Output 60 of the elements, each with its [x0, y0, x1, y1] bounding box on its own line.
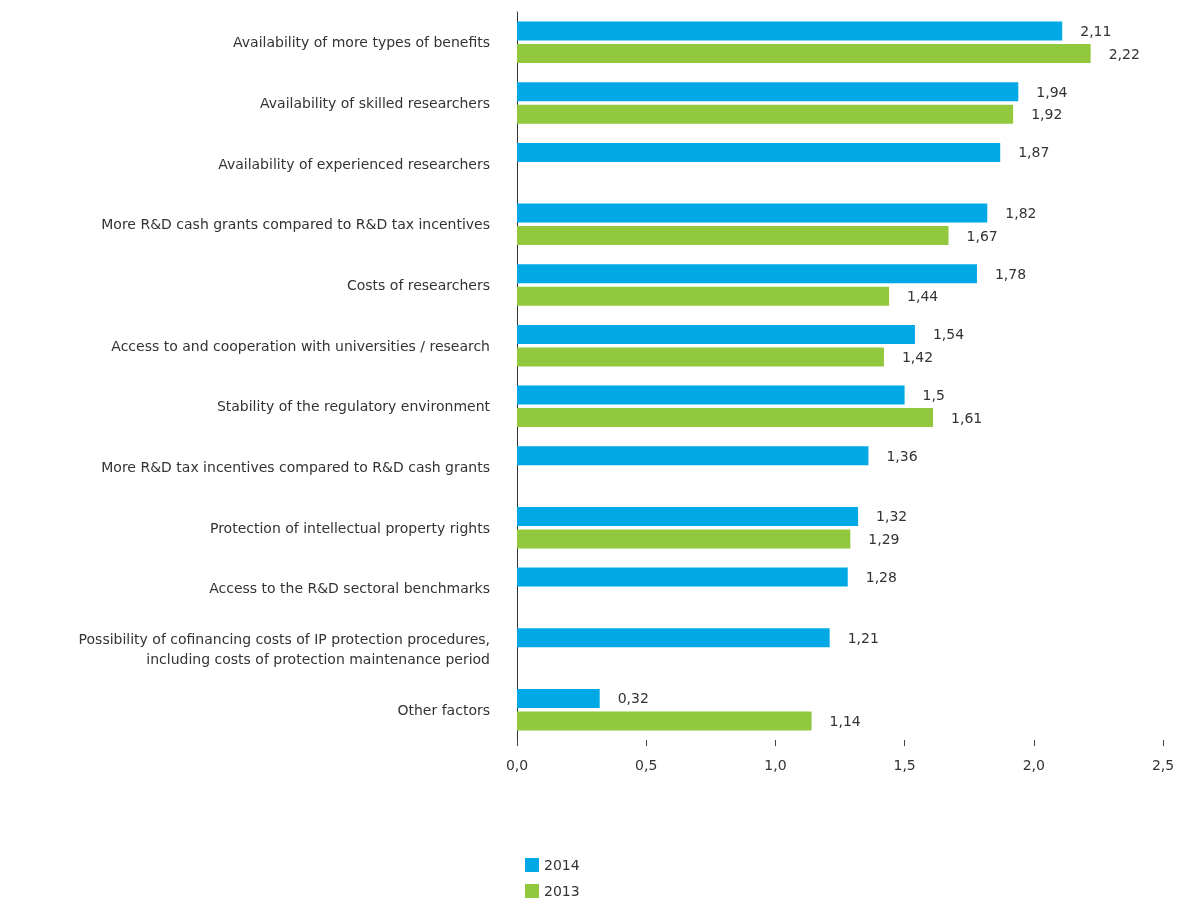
- data-label: 1,92: [1031, 106, 1063, 123]
- data-label: 1,14: [829, 712, 861, 729]
- bar: [517, 529, 851, 549]
- bar: [517, 408, 934, 428]
- x-tick-label: 2,5: [1151, 757, 1175, 773]
- data-label: 1,61: [951, 409, 983, 426]
- data-label: 1,44: [907, 288, 939, 305]
- y-tick-label: Availability of experienced researchers: [218, 155, 490, 172]
- data-label: 1,5: [922, 387, 945, 404]
- y-tick-label: Availability of skilled researchers: [260, 95, 490, 111]
- data-label: 1,67: [966, 227, 998, 244]
- bar: [517, 711, 812, 731]
- bar: [517, 203, 988, 223]
- bar: [517, 688, 600, 708]
- data-label: 1,78: [994, 265, 1027, 282]
- x-tick-label: 2,0: [1022, 757, 1045, 773]
- x-tick-label: 0,0: [505, 757, 529, 773]
- y-tick-label: More R&D cash grants compared to R&D tax incentives: [101, 216, 490, 233]
- bar: [517, 324, 915, 344]
- data-label: 1,36: [886, 447, 918, 464]
- y-tick-label: Access to and cooperation with universities / research: [111, 337, 490, 354]
- bar: [517, 347, 884, 367]
- data-label: 2,22: [1108, 45, 1140, 62]
- data-label: 1,94: [1036, 83, 1068, 100]
- y-tick-label: Possibility of cofinancing costs of IP protection procedures, including costs of protection maintenance period: [78, 631, 490, 667]
- y-tick-label: Other factors: [397, 701, 490, 718]
- data-label: 1,32: [876, 508, 908, 525]
- data-label: 1,87: [1018, 144, 1050, 161]
- data-label: 1,54: [932, 326, 965, 343]
- bar: [517, 385, 905, 405]
- data-label: 2,11: [1080, 23, 1112, 40]
- bar: [517, 446, 869, 466]
- y-tick-label: Protection of intellectual property rights: [209, 519, 490, 536]
- y-tick-label: More R&D tax incentives compared to R&D cash grants: [101, 459, 490, 475]
- bar: [517, 142, 1001, 162]
- y-tick-label: Availability of more types of benefits: [233, 34, 490, 51]
- x-tick-label: 1,0: [764, 757, 787, 773]
- y-tick-label: Costs of researchers: [346, 277, 490, 293]
- data-label: 1,28: [865, 569, 897, 586]
- data-label: 0,32: [617, 690, 649, 707]
- legend-label: 2014: [544, 857, 580, 873]
- bar: [517, 82, 1019, 102]
- bar: [517, 44, 1091, 64]
- x-tick-label: 0,5: [635, 757, 658, 773]
- x-tick-label: 1,5: [893, 757, 916, 773]
- data-label: 1,29: [868, 530, 900, 547]
- bar: [517, 506, 859, 526]
- bar: [517, 286, 890, 306]
- bar: [517, 21, 1063, 41]
- data-label: 1,21: [847, 629, 879, 646]
- data-label: 1,82: [1005, 205, 1037, 222]
- y-tick-label: Access to the R&D sectoral benchmarks: [209, 580, 490, 597]
- bar: [517, 104, 1014, 124]
- y-tick-label: Stability of the regulatory environment: [216, 398, 491, 415]
- bar: [517, 264, 977, 284]
- bar: [517, 628, 830, 648]
- legend-label: 2013: [544, 883, 580, 899]
- bar: [517, 567, 848, 587]
- data-label: 1,42: [901, 348, 934, 365]
- bar: [517, 226, 949, 246]
